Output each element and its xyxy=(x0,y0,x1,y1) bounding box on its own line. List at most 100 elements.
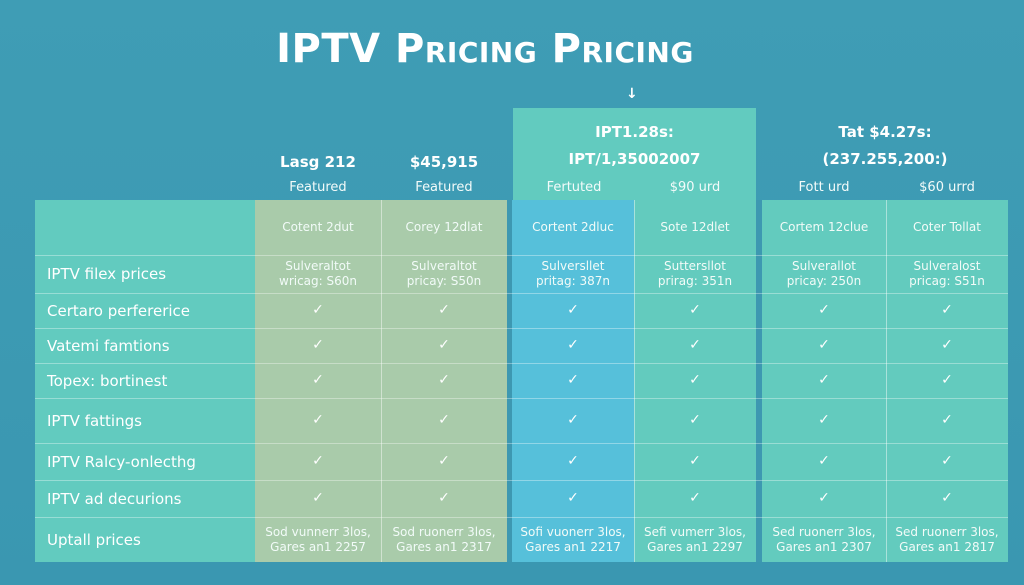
total-sub-2: $60 urrd xyxy=(919,180,975,195)
check-icon: ✓ xyxy=(312,337,324,353)
column-header: Cortent 2dluc xyxy=(532,220,614,234)
check-icon: ✓ xyxy=(567,302,579,318)
check-icon: ✓ xyxy=(818,453,830,469)
row-label: IPTV ad decurions xyxy=(47,489,182,508)
check-icon: ✓ xyxy=(818,412,830,428)
divider xyxy=(634,200,635,562)
check-icon: ✓ xyxy=(689,302,701,318)
check-icon: ✓ xyxy=(818,337,830,353)
divider xyxy=(35,293,1008,294)
plan-1-sub: Featured xyxy=(289,180,347,195)
check-icon: ✓ xyxy=(689,453,701,469)
price-cell: Suttersllot prirag: 351n xyxy=(634,255,756,293)
column-header: Coter Tollat xyxy=(913,220,981,234)
price-line2: prirag: 351n xyxy=(657,274,733,288)
divider xyxy=(35,480,1008,481)
price-cell: Sulverallot pricay: 250n xyxy=(762,255,886,293)
plan-column-2 xyxy=(381,200,507,562)
price-cell: Sulversllet pritag: 387n xyxy=(512,255,634,293)
page-title: IPTV Pricing Pricing xyxy=(276,26,694,72)
plan-column-6 xyxy=(886,200,1008,562)
divider xyxy=(35,328,1008,329)
plan-column-1 xyxy=(255,200,381,562)
featured-line1: IPT1.28s: xyxy=(595,123,674,141)
column-header: Sote 12dlet xyxy=(660,220,730,234)
divider xyxy=(35,363,1008,364)
check-icon: ✓ xyxy=(818,372,830,388)
price-cell: Sulveralost pricag: S51n xyxy=(886,255,1008,293)
row-label: IPTV Ralcy-onlecthg xyxy=(47,452,196,471)
feature-label-column xyxy=(35,200,255,562)
footer-line1: Sofi vuonerr 3los, xyxy=(520,524,626,539)
row-label: IPTV fattings xyxy=(47,411,142,430)
total-line1: Tat $4.27s: xyxy=(838,123,932,141)
price-line2: wricag: S60n xyxy=(279,274,357,288)
check-icon: ✓ xyxy=(438,490,450,506)
footer-line1: Sod vunnerr 3los, xyxy=(265,524,371,539)
footer-cell: Sod ruonerr 3los, Gares an1 2317 xyxy=(381,517,507,562)
featured-line2: IPT/1,35002007 xyxy=(568,150,701,168)
row-label: IPTV filex prices xyxy=(47,265,167,283)
check-icon: ✓ xyxy=(438,337,450,353)
footer-cell: Sofi vuonerr 3los, Gares an1 2217 xyxy=(512,517,634,562)
plan-column-3 xyxy=(512,200,634,562)
plan-2-sub: Featured xyxy=(415,180,473,195)
pricing-table: IPTV filex prices Certaro perfererice Va… xyxy=(35,200,1008,562)
column-gap xyxy=(756,200,762,562)
check-icon: ✓ xyxy=(567,453,579,469)
footer-line2: Gares an1 2217 xyxy=(525,539,621,554)
featured-sub-2: $90 urd xyxy=(669,180,721,195)
check-icon: ✓ xyxy=(567,337,579,353)
check-icon: ✓ xyxy=(818,490,830,506)
check-icon: ✓ xyxy=(438,372,450,388)
price-cell: Sulveraltot wricag: S60n xyxy=(255,255,381,293)
check-icon: ✓ xyxy=(818,302,830,318)
check-icon: ✓ xyxy=(567,412,579,428)
check-icon: ✓ xyxy=(689,412,701,428)
price-line1: Sulverallot xyxy=(791,259,857,273)
check-icon: ✓ xyxy=(312,372,324,388)
check-icon: ✓ xyxy=(689,337,701,353)
footer-line1: Sod ruonerr 3los, xyxy=(392,524,496,539)
check-icon: ✓ xyxy=(689,490,701,506)
footer-cell: Sed ruonerr 3los, Gares an1 2307 xyxy=(762,517,886,562)
column-header: Cotent 2dut xyxy=(282,220,354,234)
total-sub-1: Fott urd xyxy=(798,180,850,195)
footer-cell: Sefi vumerr 3los, Gares an1 2297 xyxy=(634,517,756,562)
price-cell: Sulveraltot pricay: S50n xyxy=(381,255,507,293)
plan-column-5 xyxy=(762,200,886,562)
featured-sub-1: Fertuted xyxy=(546,180,602,195)
plan-1-name: Lasg 212 xyxy=(280,153,356,171)
featured-plan-header[interactable] xyxy=(513,108,756,204)
arrow-down-icon: ↓ xyxy=(626,86,638,102)
check-icon: ✓ xyxy=(567,490,579,506)
check-icon: ✓ xyxy=(941,372,953,388)
column-header: Corey 12dlat xyxy=(405,220,483,234)
footer-line2: Gares an1 2817 xyxy=(899,539,995,554)
price-line2: pricay: 250n xyxy=(786,274,862,288)
divider xyxy=(381,200,382,562)
divider xyxy=(35,255,1008,256)
check-icon: ✓ xyxy=(941,490,953,506)
footer-line1: Sefi vumerr 3los, xyxy=(644,524,746,539)
price-line2: pritag: 387n xyxy=(536,274,610,288)
footer-cell: Sod vunnerr 3los, Gares an1 2257 xyxy=(255,517,381,562)
column-header: Cortem 12clue xyxy=(779,220,869,234)
check-icon: ✓ xyxy=(567,372,579,388)
footer-line1: Sed ruonerr 3los, xyxy=(895,524,999,539)
check-icon: ✓ xyxy=(312,490,324,506)
price-line1: Sulveraltot xyxy=(411,259,477,273)
divider xyxy=(886,200,887,562)
footer-line2: Gares an1 2257 xyxy=(270,539,366,554)
check-icon: ✓ xyxy=(438,412,450,428)
check-icon: ✓ xyxy=(312,302,324,318)
column-gap xyxy=(507,200,512,562)
check-icon: ✓ xyxy=(689,372,701,388)
plan-2-name: $45,915 xyxy=(409,153,479,171)
check-icon: ✓ xyxy=(941,337,953,353)
divider xyxy=(35,398,1008,399)
footer-line2: Gares an1 2307 xyxy=(776,539,872,554)
total-line2: (237.255,200:) xyxy=(822,150,948,168)
price-line1: Sulversllet xyxy=(541,259,605,273)
footer-line1: Sed ruonerr 3los, xyxy=(772,524,876,539)
